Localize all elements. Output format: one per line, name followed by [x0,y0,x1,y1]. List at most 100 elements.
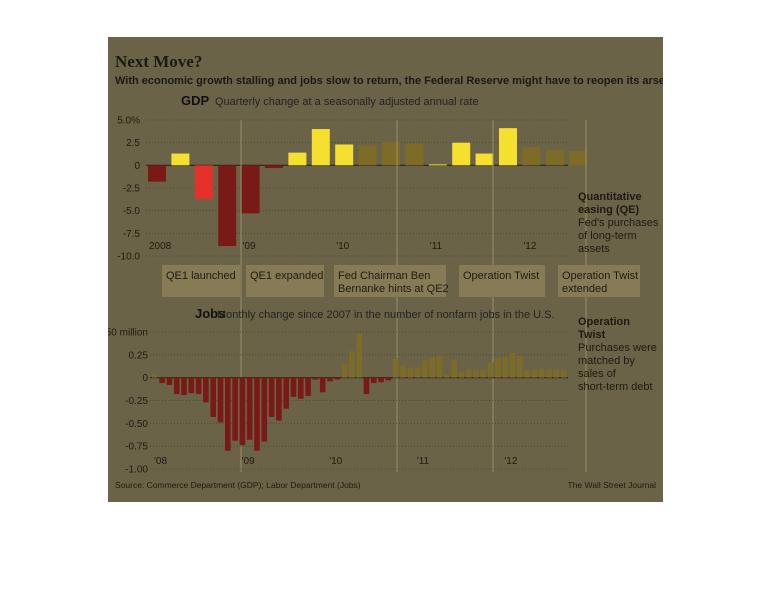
event-label-box [334,265,446,297]
jobs-bar [283,377,289,409]
jobs-bar [181,377,187,396]
gdp-bar [171,153,190,166]
side-note-text: of long-term [578,230,637,242]
event-label-box [162,265,240,297]
side-note-text: sales of [578,368,617,380]
gdp-bar [358,145,377,166]
jobs-y-axis: 0.50 million 0.25 0 -0.25 -0.50 -0.75 -1.00 [108,328,148,476]
event-label-box [246,265,324,297]
gdp-x-tick-label: '09 [243,241,256,252]
jobs-bar [524,370,530,378]
jobs-bar [268,377,275,417]
gdp-bar [335,144,354,166]
jobs-bar [188,377,195,394]
gdp-y-tick-label: -7.5 [123,229,141,240]
gdp-bar [405,143,424,166]
jobs-y-tick-label: -1.00 [125,465,148,476]
gdp-bar [452,142,471,166]
event-label-box [558,265,640,297]
jobs-bar [509,353,516,378]
jobs-bar [502,356,508,378]
jobs-bar [334,377,341,380]
gdp-bar [569,150,588,166]
jobs-bar [217,377,224,423]
jobs-bar [385,377,392,381]
jobs-x-tick-label: '12 [504,456,517,467]
event-label-box [459,265,545,297]
jobs-bar [378,377,384,383]
gdp-bar [241,165,260,214]
chart-title: Next Move? [115,52,202,71]
jobs-bar [341,363,348,378]
jobs-bar [371,377,377,384]
jobs-bar [480,369,487,378]
jobs-x-tick-label: '11 [417,456,430,467]
jobs-x-axis: '08 '09 '10 '11 '12 [154,456,518,467]
chart-svg: Next Move? With economic growth stalling… [108,52,663,490]
gdp-y-tick-label: -2.5 [123,184,141,195]
gdp-bar [218,165,237,247]
side-note-text: assets [578,243,610,255]
jobs-bars [152,333,567,451]
gdp-bar [545,149,564,166]
jobs-bar [195,377,202,395]
gdp-bars [148,128,588,247]
event-label: Operation Twist [463,270,539,282]
event-label: Fed Chairman Ben [338,270,430,282]
jobs-bar [444,374,450,378]
jobs-bar [254,377,260,451]
gdp-y-tick-label: -5.0 [123,206,141,217]
side-note-heading: Quantitative [578,191,642,203]
side-note-heading: easing (QE) [578,204,639,216]
jobs-bar [363,377,370,395]
gdp-bar [522,147,541,166]
jobs-bar [203,377,209,403]
gdp-bar [288,152,307,166]
jobs-bar [546,369,552,378]
jobs-bar [487,363,494,378]
jobs-x-tick-label: '10 [329,456,342,467]
jobs-bar [473,370,479,378]
gdp-bar [265,165,283,169]
jobs-bar [246,377,253,440]
gdp-x-tick-label: '11 [430,241,443,252]
jobs-bar [349,351,355,378]
jobs-bar [560,370,567,378]
jobs-subtitle: Monthly change since 2007 in the number … [217,309,555,321]
event-label: extended [562,283,607,295]
jobs-x-tick-label: '09 [242,456,255,467]
jobs-bar [239,377,246,446]
gdp-x-axis: 2008 '09 '10 '11 '12 [149,241,537,252]
jobs-bar [414,367,421,378]
jobs-bar [356,333,362,378]
gdp-x-tick-label: '10 [336,241,349,252]
jobs-bar [298,377,304,399]
jobs-bar [210,377,216,417]
event-label: QE1 launched [166,270,236,282]
jobs-bar [166,377,173,385]
gdp-bar [475,153,494,166]
jobs-bar [495,358,501,378]
jobs-bar [232,377,238,441]
jobs-bar [458,372,465,378]
jobs-bar [327,377,333,382]
jobs-y-tick-label: -0.75 [125,442,148,453]
jobs-bar [305,377,311,396]
wsj-credit: The Wall Street Journal [568,480,657,490]
side-note-heading: Operation [578,316,630,328]
event-labels: QE1 launched QE1 expanded Fed Chairman Ben… [162,265,640,297]
jobs-bar [261,377,268,442]
jobs-bar [290,377,297,397]
jobs-bar [407,367,414,378]
gdp-x-tick-label: '12 [523,241,536,252]
gdp-y-tick-label: 5.0% [117,116,140,127]
jobs-bar [538,369,545,378]
gdp-gridlines [146,119,568,257]
gdp-bar [428,164,447,166]
side-note-heading: Twist [578,329,606,341]
jobs-bar [152,374,158,378]
gdp-y-tick-label: -10.0 [117,252,140,263]
gdp-y-tick-label: 0 [134,161,140,172]
gdp-x-tick-label: 2008 [149,241,172,252]
side-note-text: matched by [578,355,635,367]
